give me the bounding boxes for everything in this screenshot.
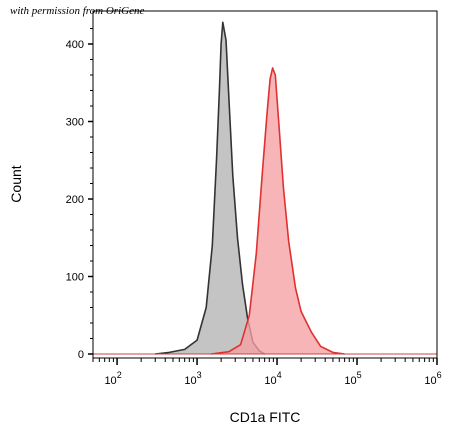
series-2-line [210, 67, 345, 355]
series-layer [93, 21, 437, 355]
x-tick-label: 105 [344, 370, 361, 387]
y-tick-label: 0 [78, 349, 84, 361]
x-tick-label: 106 [424, 370, 441, 387]
x-tick-label: 103 [184, 370, 201, 387]
series-1-area [155, 22, 265, 355]
watermark-text: with permission from OriGene [10, 5, 145, 17]
x-axis-title: CD1a FITC [230, 409, 301, 425]
x-tick-label: 104 [264, 370, 281, 387]
y-axis-title: Count [8, 165, 24, 202]
y-tick-label: 100 [66, 272, 84, 284]
axis-layer: 0 100 200 300 400 102 103 104 105 106 [66, 28, 442, 387]
y-tick-label: 400 [66, 39, 84, 51]
x-tick-label: 102 [104, 370, 121, 387]
y-tick-label: 300 [66, 117, 84, 129]
y-tick-label: 200 [66, 194, 84, 206]
series-2-area [211, 68, 345, 354]
